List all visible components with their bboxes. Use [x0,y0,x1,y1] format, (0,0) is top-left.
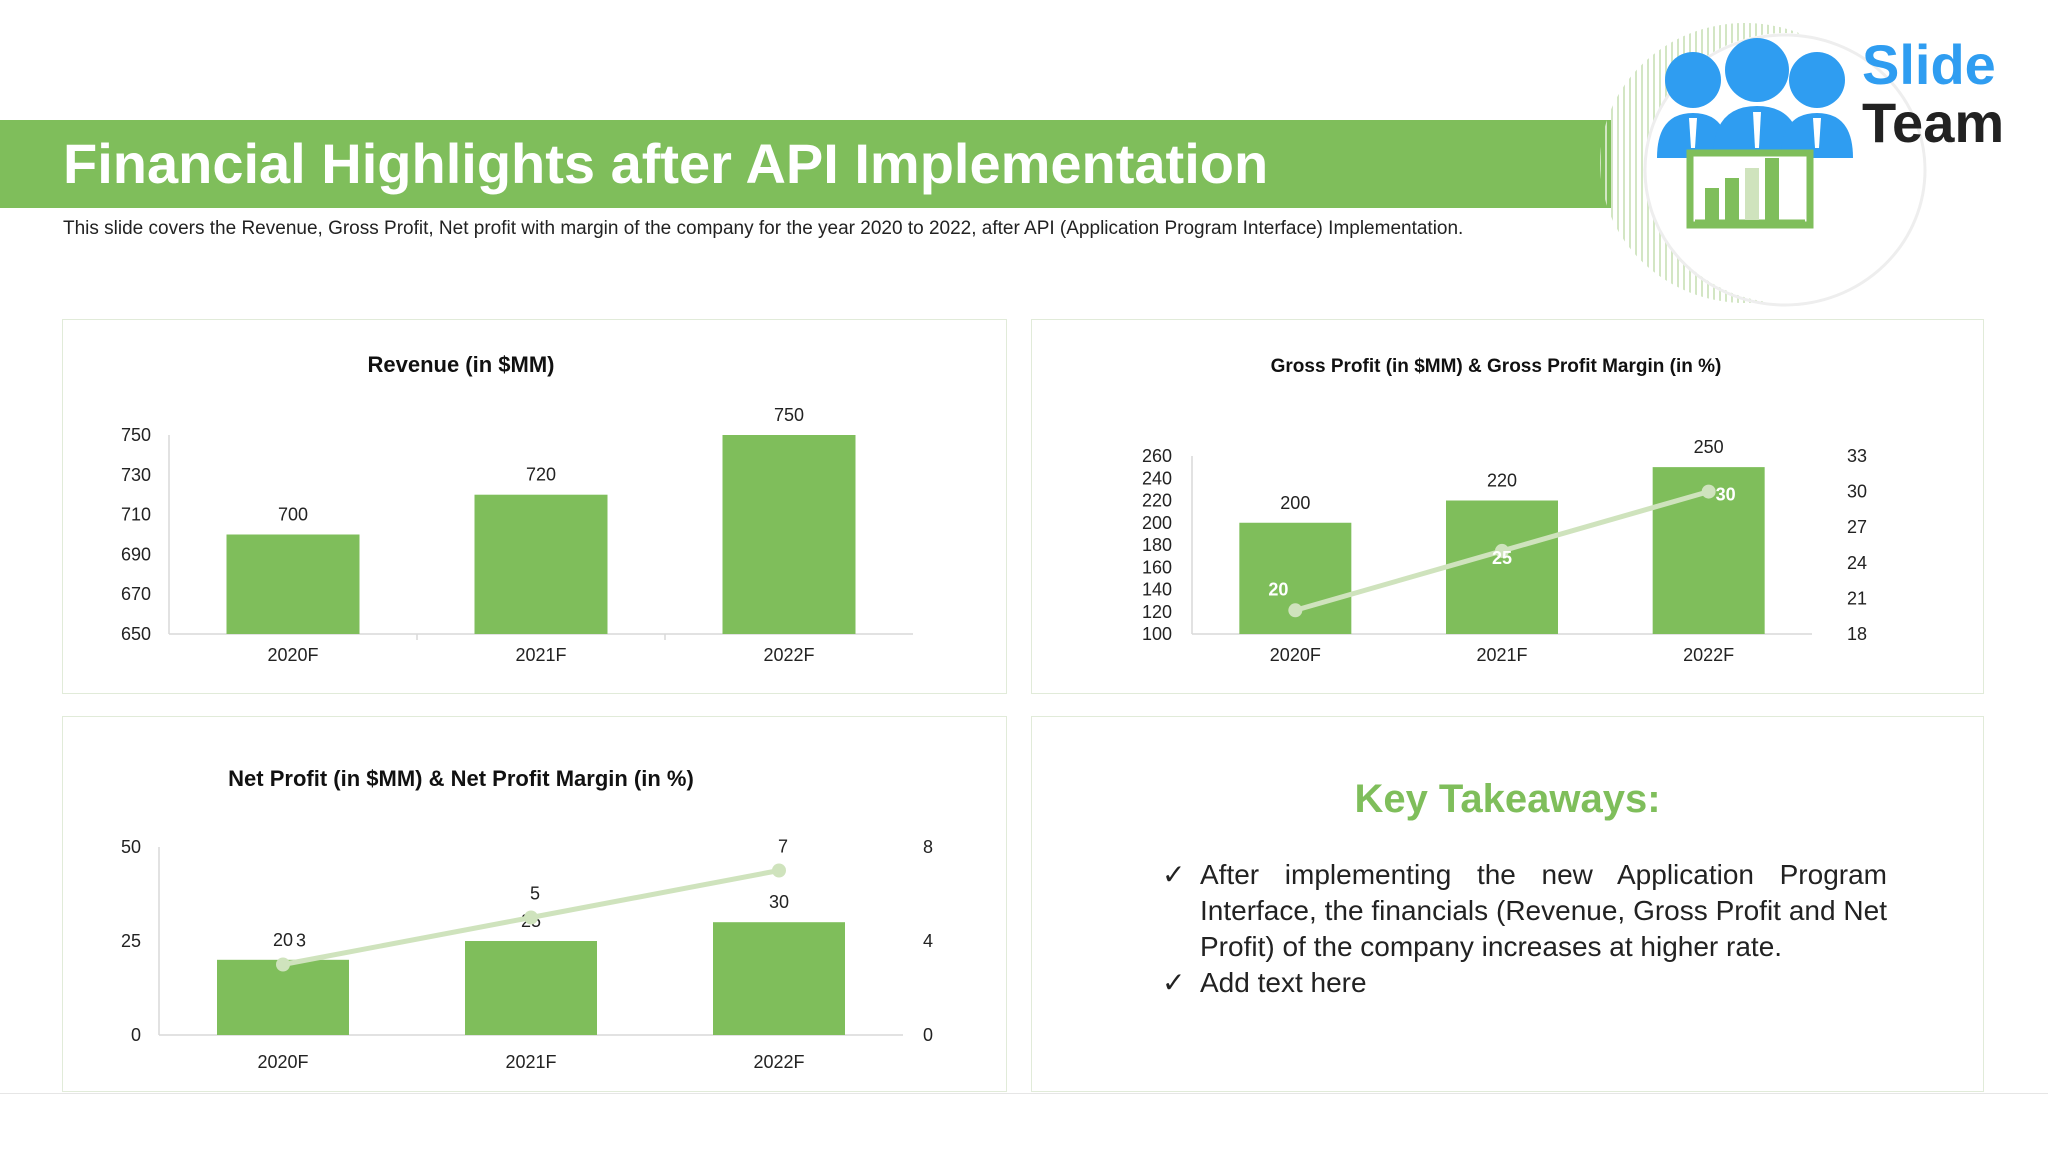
y-tick-label: 120 [1142,602,1172,622]
bar-value-label: 250 [1694,437,1724,457]
key-takeaways-title: Key Takeaways: [1354,777,1661,821]
bar-value-label: 30 [769,892,789,912]
bar-value-label: 20 [273,930,293,950]
logo-text-slide: Slide [1862,33,1996,96]
y-tick-label: 100 [1142,624,1172,644]
chart-title: Net Profit (in $MM) & Net Profit Margin … [228,766,694,791]
bar-value-label: 720 [526,465,556,485]
bottom-divider [0,1093,2048,1094]
bar [465,941,597,1035]
y-tick-label: 140 [1142,580,1172,600]
x-tick-label: 2020F [257,1052,308,1072]
chart-title: Gross Profit (in $MM) & Gross Profit Mar… [1271,356,1722,377]
page-title: Financial Highlights after API Implement… [63,132,1269,195]
net-profit-chart: Net Profit (in $MM) & Net Profit Margin … [121,766,933,1072]
x-tick-label: 2022F [1683,645,1734,665]
y-tick-label: 25 [121,931,141,951]
y-tick-label: 650 [121,624,151,644]
checkmark-icon: ✓ [1162,967,1186,998]
y-tick-label: 0 [131,1025,141,1045]
margin-point [1288,603,1303,618]
takeaway-item: ✓ Add text here [1162,965,1887,1001]
net-profit-chart-panel: Net Profit (in $MM) & Net Profit Margin … [62,716,1007,1092]
chart-title: Revenue (in $MM) [367,352,554,377]
revenue-chart: Revenue (in $MM) 650 670 690 710 730 750 2020F 2… [121,352,913,665]
y2-tick-label: 4 [923,931,933,951]
margin-label: 25 [1492,548,1512,568]
margin-label: 7 [778,837,788,857]
y-tick-label: 690 [121,544,151,564]
y-tick-label: 50 [121,837,141,857]
y-tick-label: 670 [121,584,151,604]
bar [474,494,608,634]
margin-point [524,910,538,925]
y-tick-label: 160 [1142,557,1172,577]
y-tick-label: 710 [121,505,151,525]
y2-tick-label: 0 [923,1025,933,1045]
takeaway-list: ✓ After implementing the new Application… [1162,857,1887,1001]
revenue-chart-panel: Revenue (in $MM) 650 670 690 710 730 750 2020F 2… [62,319,1007,694]
title-band: Financial Highlights after API Implement… [0,120,1612,208]
y-tick-label: 750 [121,425,151,445]
y-tick-label: 240 [1142,468,1172,488]
takeaway-text: Add text here [1200,967,1367,998]
x-tick-label: 2021F [515,645,566,665]
y2-tick-label: 33 [1847,446,1867,466]
margin-point [1495,543,1509,558]
y2-tick-label: 8 [923,837,933,857]
x-tick-label: 2022F [753,1052,804,1072]
margin-point [1701,484,1716,499]
bar [1446,500,1558,634]
y-tick-label: 730 [121,465,151,485]
gross-profit-chart-panel: Gross Profit (in $MM) & Gross Profit Mar… [1031,319,1984,694]
checkmark-icon: ✓ [1162,859,1186,890]
margin-label: 3 [296,931,306,951]
bar [217,959,349,1035]
margin-point [772,863,786,878]
x-tick-label: 2022F [763,645,814,665]
takeaway-item: ✓ After implementing the new Application… [1162,857,1887,965]
bar-value-label: 750 [774,405,804,425]
x-tick-label: 2020F [267,645,318,665]
bar [713,922,845,1035]
y2-tick-label: 30 [1847,482,1867,502]
x-tick-label: 2020F [1270,645,1321,665]
y-tick-label: 260 [1142,446,1172,466]
key-takeaways-panel: Key Takeaways: ✓ After implementing the … [1031,716,1984,1092]
y2-tick-label: 24 [1847,553,1867,573]
y2-tick-label: 21 [1847,588,1867,608]
bar [722,435,856,634]
gross-profit-chart: Gross Profit (in $MM) & Gross Profit Mar… [1142,356,1867,665]
bar [1239,522,1352,634]
margin-label: 20 [1268,579,1288,599]
margin-label: 30 [1716,485,1736,505]
y2-tick-label: 27 [1847,517,1867,537]
x-tick-label: 2021F [505,1052,556,1072]
bar [226,534,360,634]
y2-tick-label: 18 [1847,624,1867,644]
logo-text-team: Team [1862,91,2004,154]
bar-value-label: 200 [1280,493,1310,513]
bar-value-label: 700 [278,505,308,525]
margin-label: 5 [530,884,540,904]
margin-point [276,957,290,972]
y-tick-label: 180 [1142,535,1172,555]
x-tick-label: 2021F [1476,645,1527,665]
bar-value-label: 220 [1487,471,1517,491]
y-tick-label: 220 [1142,491,1172,511]
page-subtitle: This slide covers the Revenue, Gross Pro… [63,218,1464,239]
takeaway-text: After implementing the new Application P… [1200,859,1887,962]
y-tick-label: 200 [1142,513,1172,533]
team-chart-logo-icon [1657,38,1853,158]
slideteam-logo: Slide Team [1600,23,2004,307]
